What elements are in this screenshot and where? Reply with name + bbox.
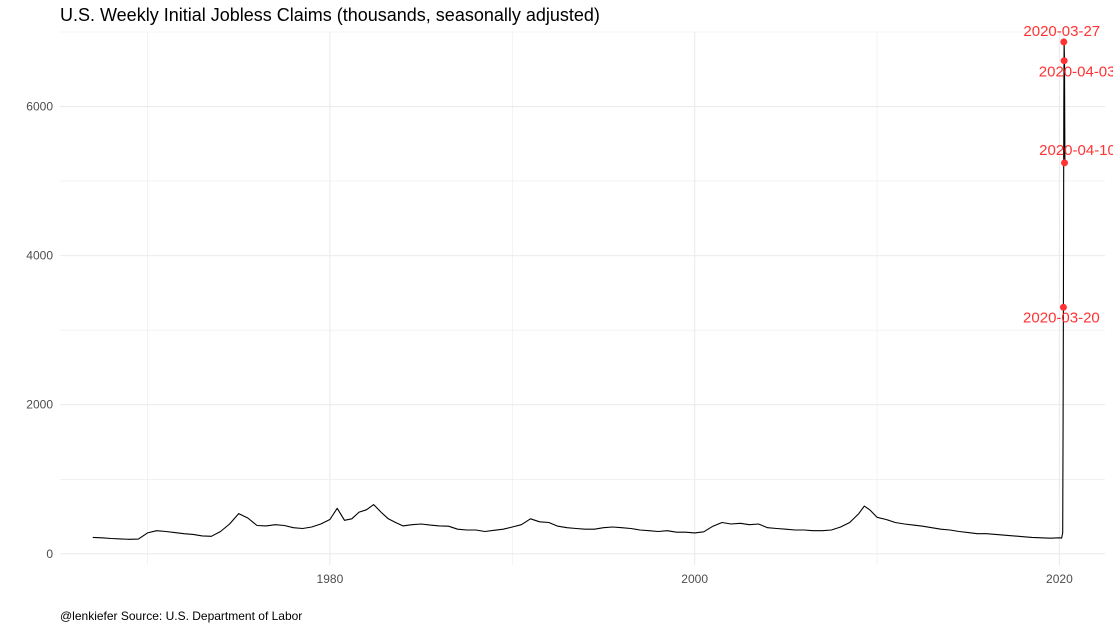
annotation-label: 2020-03-27 — [1023, 23, 1100, 40]
highlight-point — [1060, 38, 1068, 46]
y-tick-label: 0 — [46, 547, 53, 561]
y-tick-label: 6000 — [26, 100, 53, 114]
annotation-layer: 2020-03-20 2020-03-27 2020-04-03 2020-04-10 — [1023, 23, 1113, 326]
claims-series-line — [92, 41, 1066, 540]
x-tick-label: 2020 — [1046, 572, 1073, 586]
highlight-point — [1061, 159, 1069, 167]
annotation-label: 2020-04-10 — [1039, 142, 1113, 159]
chart-caption: @lenkiefer Source: U.S. Department of La… — [60, 609, 303, 623]
y-tick-label: 4000 — [26, 249, 53, 263]
highlight-point — [1060, 57, 1068, 65]
highlight-point — [1059, 303, 1067, 311]
y-tick-label: 2000 — [26, 398, 53, 412]
annotation-label: 2020-03-20 — [1023, 309, 1100, 326]
grid-lines — [60, 31, 1105, 565]
axis-tick-labels: 1980 2000 2020 0 2000 4000 6000 — [26, 100, 1073, 586]
chart-title: U.S. Weekly Initial Jobless Claims (thou… — [60, 5, 600, 25]
x-tick-label: 1980 — [317, 572, 344, 586]
x-tick-label: 2000 — [681, 572, 708, 586]
series-line-layer — [92, 41, 1066, 540]
annotation-label: 2020-04-03 — [1039, 64, 1113, 81]
